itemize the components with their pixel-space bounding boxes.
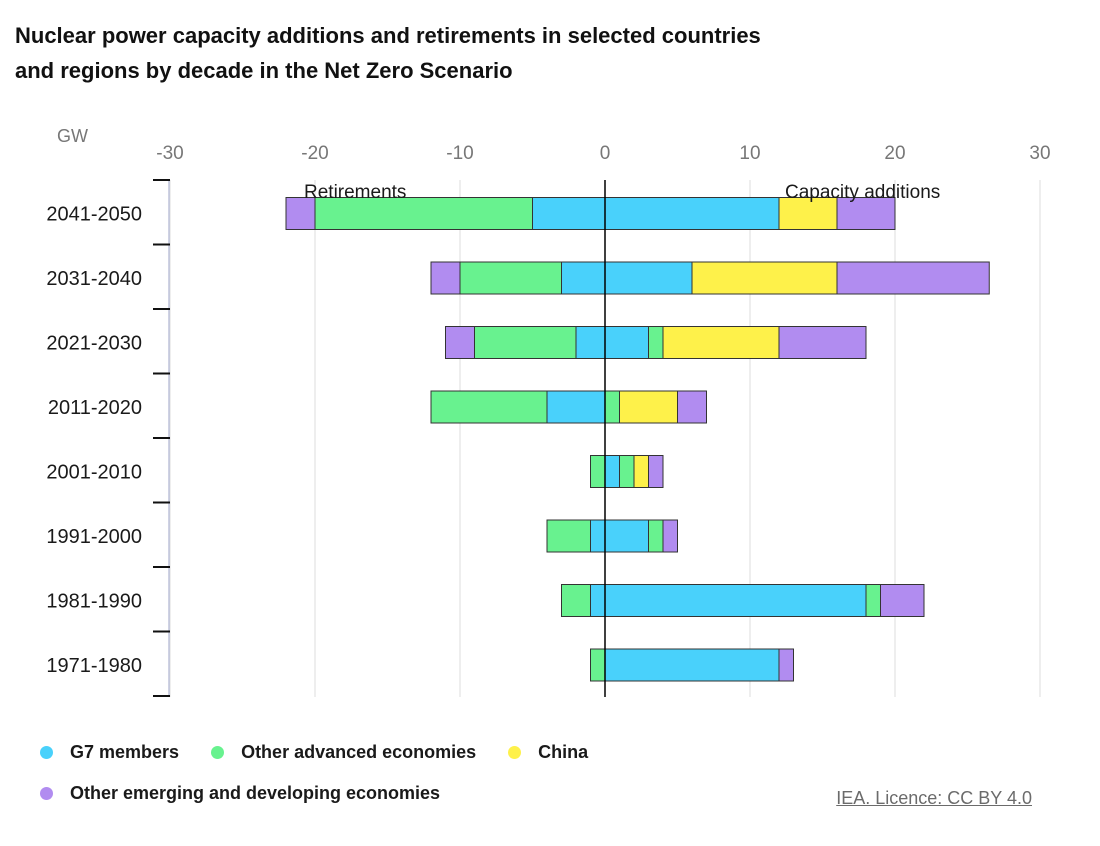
legend-item-g7[interactable]: G7 members — [40, 742, 179, 763]
bar-segment[interactable] — [865, 584, 881, 617]
bar-segment[interactable] — [648, 455, 664, 488]
x-tick-label: 20 — [884, 143, 905, 164]
legend-swatch-g7 — [40, 745, 53, 759]
retirements-annotation: Retirements — [304, 182, 406, 203]
bar-segment[interactable] — [662, 326, 780, 359]
bar-segment[interactable] — [619, 390, 678, 424]
bar-segment[interactable] — [532, 197, 606, 230]
legend-swatch-emerging — [40, 786, 53, 800]
x-tick-label: -30 — [156, 143, 183, 164]
bar-segment[interactable] — [778, 326, 867, 359]
bar-segment[interactable] — [677, 390, 707, 424]
legend-item-china[interactable]: China — [508, 742, 588, 763]
y-category-label: 1971-1980 — [46, 655, 142, 677]
bar-chart: 2041-20502031-20402021-20302011-20202001… — [46, 126, 1051, 697]
x-tick-label: 0 — [600, 143, 611, 164]
licence-link[interactable]: IEA. Licence: CC BY 4.0 — [836, 788, 1032, 808]
bar-segment[interactable] — [604, 519, 649, 553]
bar-segment[interactable] — [648, 519, 664, 553]
legend-label-emerging: Other emerging and developing economies — [70, 782, 441, 803]
bar-segment[interactable] — [561, 584, 591, 617]
bar-segment[interactable] — [604, 455, 620, 488]
bar-segment[interactable] — [430, 390, 548, 424]
legend-swatch-china — [508, 745, 522, 759]
bar-segment[interactable] — [778, 197, 838, 230]
chart-title: Nuclear power capacity additions and ret… — [15, 23, 761, 83]
bar-segment[interactable] — [590, 455, 606, 488]
bar-segment[interactable] — [285, 197, 316, 230]
bar-segment[interactable] — [459, 261, 562, 295]
y-category-label: 2021-2030 — [46, 333, 142, 355]
bar-segment[interactable] — [445, 326, 475, 359]
bar-segment[interactable] — [662, 519, 678, 553]
bar-segment[interactable] — [604, 648, 780, 682]
legend-item-emerging[interactable]: Other emerging and developing economies — [40, 783, 440, 804]
legend-label-other-advanced: Other advanced economies — [241, 741, 477, 762]
bar-segment[interactable] — [633, 455, 649, 488]
y-axis: 2041-2050 2031-2040 2021-2030 2011-2020 2001… — [46, 179, 170, 697]
x-tick-label: 30 — [1029, 143, 1050, 164]
bar-segment[interactable] — [648, 326, 664, 359]
bar-segment[interactable] — [474, 326, 577, 359]
y-category-label: 2011-2020 — [48, 397, 142, 419]
bar-segment[interactable] — [575, 326, 606, 359]
bar-segment[interactable] — [561, 261, 606, 295]
y-category-label: 2031-2040 — [46, 268, 142, 290]
bar-segment[interactable] — [590, 584, 606, 617]
bar-segment[interactable] — [604, 261, 693, 295]
bar-segment[interactable] — [691, 261, 838, 295]
unit-label: GW — [57, 126, 88, 146]
bar-segment[interactable] — [590, 648, 606, 682]
bar-segment[interactable] — [604, 390, 620, 424]
bar-segment[interactable] — [880, 584, 925, 617]
legend: G7 members Other advanced economies Chin… — [40, 740, 620, 822]
bar-segment[interactable] — [590, 519, 606, 553]
bar-series — [285, 197, 990, 682]
x-axis-tick-labels: -30 -20 -10 0 10 20 30 — [156, 143, 1050, 164]
bar-segment[interactable] — [546, 519, 591, 553]
y-category-label: 2041-2050 — [46, 204, 142, 226]
x-tick-label: 10 — [739, 143, 760, 164]
capacity-additions-annotation: Capacity additions — [785, 182, 940, 203]
bar-segment[interactable] — [836, 261, 990, 295]
legend-swatch-other-advanced — [211, 745, 225, 759]
bar-segment[interactable] — [314, 197, 533, 230]
bar-segment[interactable] — [604, 197, 780, 230]
x-tick-label: -10 — [446, 143, 473, 164]
legend-label-china: China — [538, 741, 589, 762]
bar-segment[interactable] — [430, 261, 461, 295]
bar-segment[interactable] — [836, 197, 896, 230]
legend-label-g7: G7 members — [70, 741, 180, 762]
bar-segment[interactable] — [546, 390, 606, 424]
legend-item-other-advanced[interactable]: Other advanced economies — [211, 742, 476, 763]
x-tick-label: -20 — [301, 143, 328, 164]
y-category-label: 1991-2000 — [46, 526, 142, 548]
y-category-label: 2001-2010 — [46, 462, 142, 484]
bar-segment[interactable] — [604, 326, 649, 359]
bar-segment[interactable] — [619, 455, 635, 488]
bar-segment[interactable] — [604, 584, 867, 617]
bar-segment[interactable] — [778, 648, 794, 682]
y-category-label: 1981-1990 — [46, 591, 142, 613]
